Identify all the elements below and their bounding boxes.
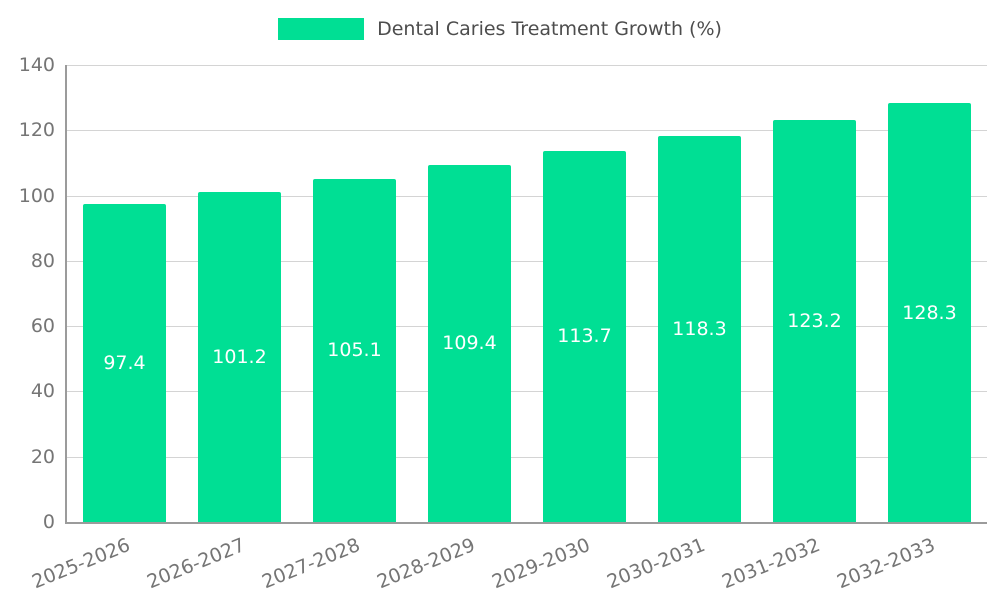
bar-value-label: 113.7 xyxy=(557,325,612,348)
bar-value-label: 97.4 xyxy=(103,352,146,375)
y-axis-tick-label: 0 xyxy=(42,511,55,533)
bar-slot: 118.3 xyxy=(642,65,757,522)
bar-slot: 128.3 xyxy=(872,65,987,522)
bar-slot: 123.2 xyxy=(757,65,872,522)
gridline xyxy=(67,130,987,132)
bar-value-label: 105.1 xyxy=(327,339,382,362)
bar-value-label: 118.3 xyxy=(672,317,727,340)
y-axis-tick-label: 60 xyxy=(30,315,55,338)
y-axis-tick-label: 120 xyxy=(18,119,55,142)
x-axis-tick-label: 2032-2033 xyxy=(833,534,938,594)
x-axis-tick-label: 2025-2026 xyxy=(28,534,133,594)
bar: 128.3 xyxy=(888,103,971,522)
y-axis-tick-label: 40 xyxy=(30,380,55,403)
bars-container: 97.4 101.2 105.1 109.4 113.7 118.3 123.2 128.3 xyxy=(67,65,987,522)
bar-value-label: 101.2 xyxy=(212,345,267,368)
bar-slot: 101.2 xyxy=(182,65,297,522)
x-axis-labels: 2025-2026 2026-2027 2027-2028 2028-2029 2029… xyxy=(28,522,987,594)
bar: 101.2 xyxy=(198,191,281,522)
bar: 118.3 xyxy=(658,135,741,522)
x-axis-tick-label: 2031-2032 xyxy=(718,534,823,594)
y-axis-tick-label: 20 xyxy=(30,445,55,468)
x-axis-tick-label: 2027-2028 xyxy=(258,534,363,594)
gridline xyxy=(67,456,987,458)
x-axis-tick-label: 2028-2029 xyxy=(373,534,478,594)
bar-slot: 105.1 xyxy=(297,65,412,522)
x-axis-tick-label: 2029-2030 xyxy=(488,534,593,594)
x-axis-tick-label: 2030-2031 xyxy=(603,534,708,594)
bar-value-label: 109.4 xyxy=(442,332,497,355)
gridline xyxy=(67,260,987,262)
gridline xyxy=(67,326,987,328)
legend-swatch[interactable] xyxy=(278,18,365,40)
chart-legend[interactable]: Dental Caries Treatment Growth (%) xyxy=(0,18,1000,40)
bar: 109.4 xyxy=(428,164,511,522)
bar: 105.1 xyxy=(313,178,396,522)
y-axis-tick-label: 80 xyxy=(30,249,55,272)
bar: 113.7 xyxy=(543,150,626,522)
bar-value-label: 128.3 xyxy=(902,301,957,324)
bar: 123.2 xyxy=(773,119,856,522)
plot-area: 0 20 40 60 80 100 120 140 97.4 101.2 105.1 109.4 113… xyxy=(19,54,987,593)
bar-value-label: 123.2 xyxy=(787,309,842,332)
bar-slot: 97.4 xyxy=(67,65,182,522)
y-axis-tick-label: 140 xyxy=(18,54,55,76)
bar-slot: 109.4 xyxy=(412,65,527,522)
legend-label[interactable]: Dental Caries Treatment Growth (%) xyxy=(377,18,722,40)
gridline xyxy=(67,65,987,66)
x-axis-tick-label: 2026-2027 xyxy=(143,534,248,594)
bar: 97.4 xyxy=(83,204,166,522)
y-axis-tick-label: 100 xyxy=(18,184,55,207)
bar-slot: 113.7 xyxy=(527,65,642,522)
gridline xyxy=(67,195,987,197)
gridline xyxy=(67,391,987,393)
